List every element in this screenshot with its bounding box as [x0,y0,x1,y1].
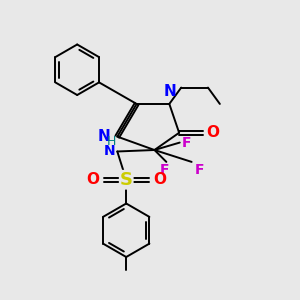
Text: O: O [206,125,220,140]
Text: F: F [160,164,170,177]
Text: N: N [98,129,111,144]
Text: S: S [120,171,133,189]
Text: O: O [86,172,100,187]
Text: F: F [195,164,204,177]
Text: F: F [182,136,192,150]
Text: N: N [104,145,116,158]
Text: N: N [164,85,176,100]
Text: H: H [106,135,116,148]
Text: O: O [153,172,166,187]
